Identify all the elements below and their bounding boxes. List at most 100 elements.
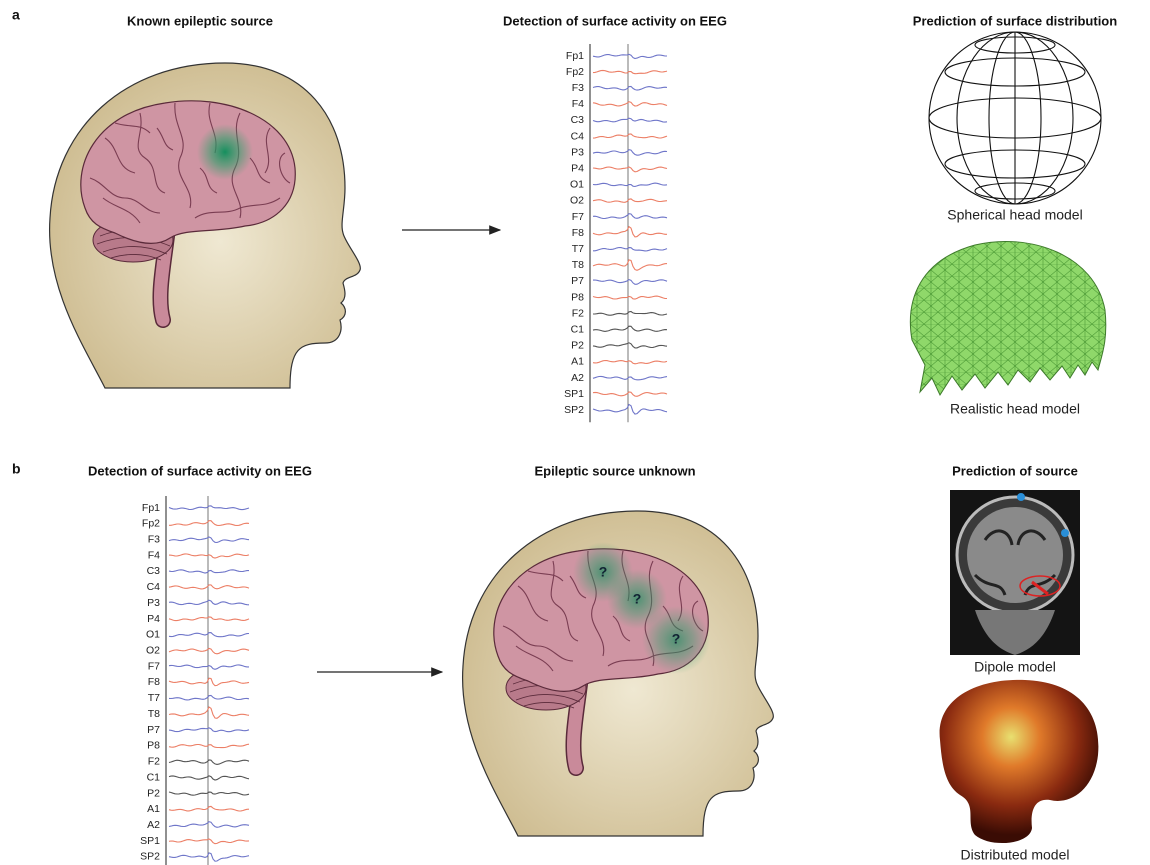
model-caption: Distributed model xyxy=(961,847,1070,863)
eeg-trace xyxy=(169,554,249,558)
eeg-trace xyxy=(593,405,667,415)
channel-label: F7 xyxy=(572,211,584,223)
channel-label: C3 xyxy=(147,565,161,577)
channel-label: SP2 xyxy=(564,404,584,416)
channel-label: F8 xyxy=(148,676,160,688)
eeg-trace xyxy=(169,617,249,621)
eeg-trace xyxy=(593,54,667,58)
channel-label: F2 xyxy=(148,756,160,768)
eeg-trace xyxy=(593,260,667,270)
eeg-trace xyxy=(593,312,667,316)
eeg-trace xyxy=(169,537,249,543)
channel-label: O1 xyxy=(146,629,160,641)
section-title: Prediction of surface distribution xyxy=(913,13,1117,28)
eeg-trace xyxy=(169,678,249,686)
eeg-trace xyxy=(169,707,249,718)
eeg-trace xyxy=(593,280,667,285)
channel-label: O2 xyxy=(570,195,584,207)
sphere-model xyxy=(929,32,1101,204)
channel-label: P3 xyxy=(571,146,584,158)
eeg-trace xyxy=(593,134,667,138)
panel-label: b xyxy=(12,461,21,477)
eeg-trace xyxy=(169,521,249,526)
channel-label: C1 xyxy=(147,771,161,783)
eeg-trace xyxy=(169,648,249,653)
channel-label: F3 xyxy=(148,534,160,546)
channel-label: Fp1 xyxy=(566,50,584,62)
eeg-trace xyxy=(593,326,667,331)
eeg-trace xyxy=(169,776,249,780)
eeg-trace xyxy=(169,853,249,861)
section-title: Prediction of source xyxy=(952,463,1078,478)
channel-label: F7 xyxy=(148,660,160,672)
channel-label: F2 xyxy=(572,307,584,319)
unknown-source-mark: ? xyxy=(672,631,681,647)
model-caption: Dipole model xyxy=(974,659,1056,675)
unknown-source-mark: ? xyxy=(633,591,642,607)
section-title: Detection of surface activity on EEG xyxy=(88,463,312,478)
channel-label: SP2 xyxy=(140,851,160,863)
eeg-trace xyxy=(593,248,667,251)
eeg-trace xyxy=(593,70,667,73)
channel-label: T7 xyxy=(148,692,160,704)
section-title: Detection of surface activity on EEG xyxy=(503,13,727,28)
channel-label: P4 xyxy=(147,613,160,625)
eeg-trace xyxy=(593,167,667,172)
channel-label: A1 xyxy=(147,803,160,815)
eeg-trace xyxy=(169,506,249,510)
eeg-trace xyxy=(593,392,667,396)
channel-label: Fp2 xyxy=(566,66,584,78)
model-caption: Spherical head model xyxy=(947,207,1082,223)
channel-label: P7 xyxy=(571,275,584,287)
channel-label: T8 xyxy=(572,259,584,271)
section-title: Known epileptic source xyxy=(127,13,273,28)
channel-label: T8 xyxy=(148,708,160,720)
channel-label: C4 xyxy=(571,130,585,142)
eeg-trace xyxy=(593,376,667,379)
eeg-trace xyxy=(593,227,667,237)
channel-label: P3 xyxy=(147,597,160,609)
eeg-trace xyxy=(169,633,249,637)
channel-label: T7 xyxy=(572,243,584,255)
eeg-trace xyxy=(169,585,249,589)
channel-label: F3 xyxy=(572,82,584,94)
channel-label: P2 xyxy=(571,340,584,352)
eeg-trace xyxy=(169,695,249,700)
channel-label: C3 xyxy=(571,114,585,126)
channel-label: A1 xyxy=(571,356,584,368)
head-illustration xyxy=(463,511,774,836)
eeg-trace xyxy=(593,183,667,186)
eeg-trace xyxy=(593,199,667,202)
channel-label: P8 xyxy=(147,740,160,752)
eeg-trace xyxy=(593,102,667,106)
eeg-trace xyxy=(169,744,249,747)
eeg-trace xyxy=(169,839,249,844)
channel-label: F4 xyxy=(148,549,160,561)
eeg-trace xyxy=(593,118,667,122)
eeg-trace xyxy=(169,570,249,573)
channel-label: P8 xyxy=(571,291,584,303)
channel-label: SP1 xyxy=(564,388,584,400)
realistic-head-mesh xyxy=(910,241,1105,395)
channel-label: C4 xyxy=(147,581,161,593)
channel-label: A2 xyxy=(147,819,160,831)
channel-label: F8 xyxy=(572,227,584,239)
channel-label: P7 xyxy=(147,724,160,736)
channel-label: O2 xyxy=(146,645,160,657)
eeg-trace xyxy=(169,600,249,605)
eeg-trace xyxy=(169,806,249,811)
eeg-traces: Fp1Fp2F3F4C3C4P3P4O1O2F7F8T7T8P7P8F2C1P2… xyxy=(140,496,249,865)
eeg-trace xyxy=(593,296,667,299)
channel-label: F4 xyxy=(572,98,584,110)
panel-label: a xyxy=(12,7,20,23)
eeg-trace xyxy=(169,728,249,732)
dipole-mri xyxy=(950,490,1080,655)
model-caption: Realistic head model xyxy=(950,401,1080,417)
eeg-traces: Fp1Fp2F3F4C3C4P3P4O1O2F7F8T7T8P7P8F2C1P2… xyxy=(564,44,667,422)
distributed-brain xyxy=(940,680,1099,843)
section-title: Epileptic source unknown xyxy=(534,463,695,478)
channel-label: A2 xyxy=(571,372,584,384)
eeg-trace xyxy=(593,214,667,219)
unknown-source-mark: ? xyxy=(599,564,608,580)
eeg-trace xyxy=(169,665,249,669)
